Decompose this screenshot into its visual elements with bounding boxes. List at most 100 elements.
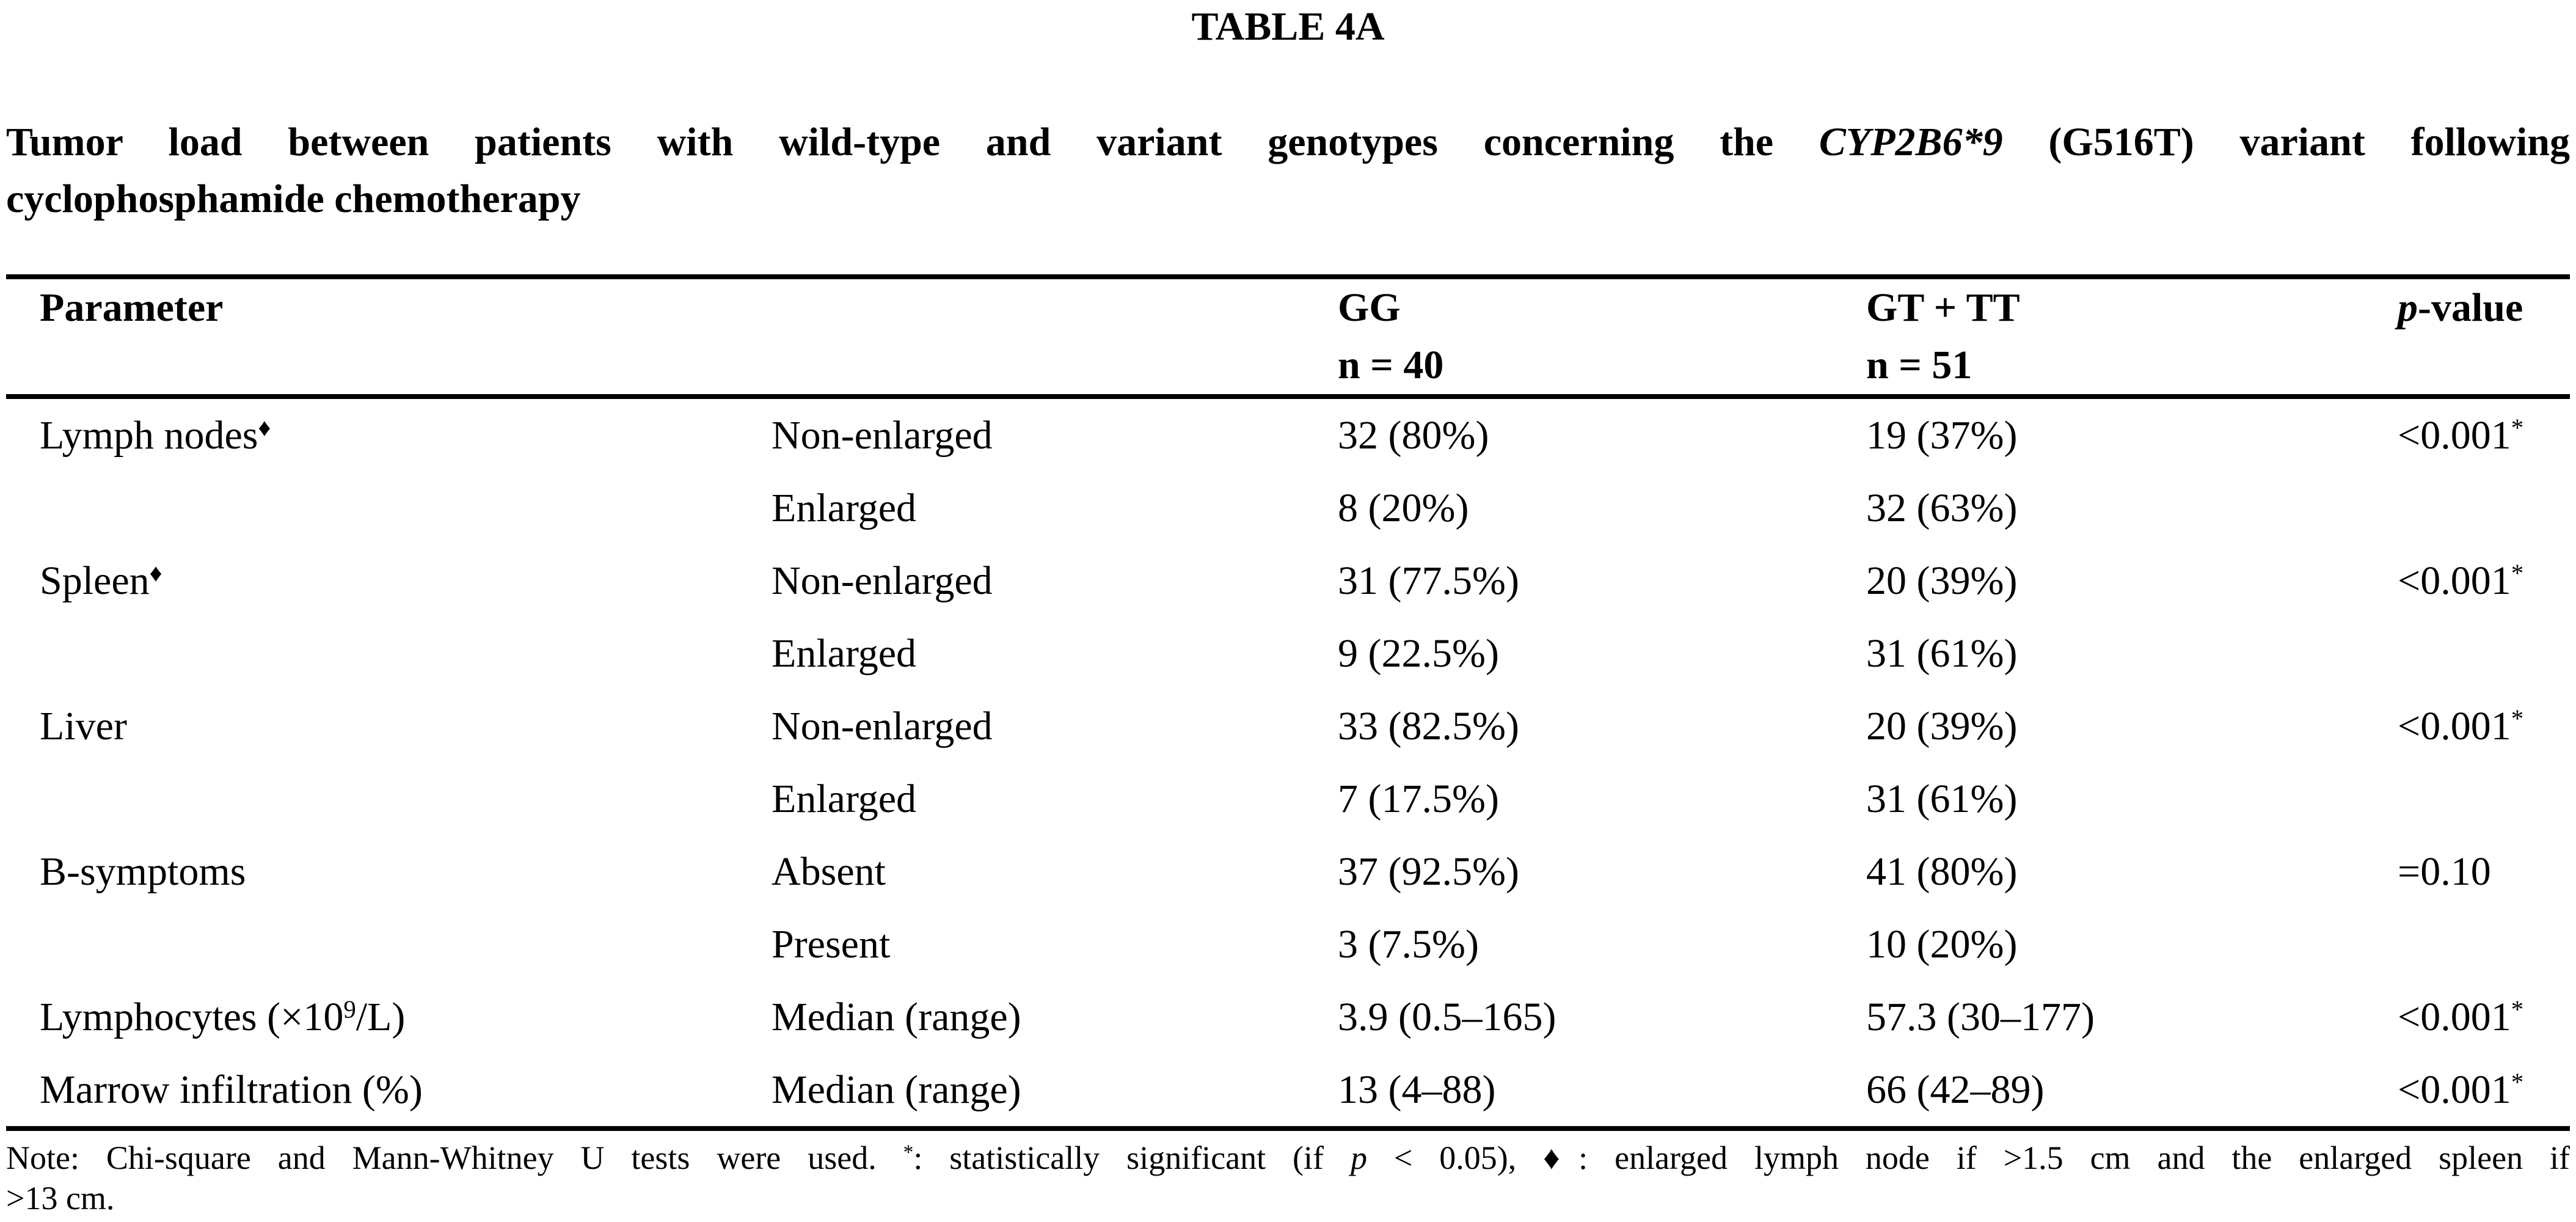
param-cell: Marrow infiltration (%)	[40, 1053, 423, 1126]
header-gt-tt-label: GT + TT	[1866, 285, 2020, 330]
param-superscript: ♦	[149, 559, 162, 587]
subcategory-cell: Enlarged	[772, 631, 917, 676]
table-rule-top	[6, 274, 2570, 279]
significance-star: *	[2511, 704, 2524, 733]
subcategory-cell: Absent	[772, 849, 886, 894]
gt-tt-value-cell: 41 (80%)	[1866, 849, 2018, 894]
table-title-line2: cyclophosphamide chemotherapy	[6, 177, 581, 221]
gt-tt-value-cell: 20 (39%)	[1866, 704, 2018, 748]
footnote-line2: >13 cm.	[6, 1180, 115, 1217]
param-text: Lymph nodes	[40, 413, 258, 458]
table-row-b-symptoms-present: Present 3 (7.5%) 10 (20%)	[6, 908, 2570, 981]
subcategory-cell: Median (range)	[772, 995, 1021, 1039]
subcategory-cell: Non-enlarged	[772, 558, 993, 603]
header-parameter: Parameter	[40, 285, 224, 330]
param-text: B-symptoms	[40, 849, 246, 894]
table-title-line1: Tumor load between patients with wild-ty…	[6, 114, 2570, 170]
p-value-text: <0.001	[2398, 1067, 2511, 1112]
p-value-text: <0.001	[2398, 995, 2511, 1039]
footnote-line1: Note: Chi-square and Mann-Whitney U test…	[6, 1138, 2570, 1178]
significance-star: *	[2511, 995, 2524, 1023]
param-cell: Lymphocytes (×109/L)	[40, 981, 405, 1053]
p-value-text: =0.10	[2398, 849, 2491, 894]
gg-value-cell: 7 (17.5%)	[1338, 777, 1499, 821]
gg-value-cell: 31 (77.5%)	[1338, 558, 1519, 603]
table-rule-header	[6, 394, 2570, 399]
subcategory-cell: Non-enlarged	[772, 413, 993, 458]
table-row-spleen-non-enlarged: Spleen♦ Non-enlarged 31 (77.5%) 20 (39%)…	[6, 544, 2570, 617]
table-title: Tumor load between patients with wild-ty…	[6, 114, 2570, 227]
table-row-spleen-enlarged: Enlarged 9 (22.5%) 31 (61%)	[6, 617, 2570, 690]
table-row-marrow-infiltration: Marrow infiltration (%) Median (range) 1…	[6, 1053, 2570, 1126]
subcategory-cell: Median (range)	[772, 1067, 1021, 1112]
p-value-cell: <0.001*	[2398, 690, 2523, 763]
gg-value-cell: 3 (7.5%)	[1338, 922, 1479, 967]
title-gene-name: CYP2B6*9	[1819, 120, 2003, 164]
p-value-cell: =0.10	[2398, 835, 2491, 908]
table-row-lymph-nodes-non-enlarged: Lymph nodes♦ Non-enlarged 32 (80%) 19 (3…	[6, 399, 2570, 472]
subcategory-cell: Enlarged	[772, 486, 917, 530]
param-text-post: /L)	[356, 995, 406, 1039]
param-text: Lymphocytes (×10	[40, 995, 344, 1039]
footnote-text-pre: Note: Chi-square and Mann-Whitney U test…	[6, 1140, 903, 1176]
table-footnote: Note: Chi-square and Mann-Whitney U test…	[6, 1138, 2570, 1218]
gt-tt-value-cell: 66 (42–89)	[1866, 1067, 2045, 1112]
table-row-lymph-nodes-enlarged: Enlarged 8 (20%) 32 (63%)	[6, 472, 2570, 544]
header-gg-column: GG n = 40	[1338, 279, 1443, 394]
table-header-row: Parameter GG n = 40 GT + TT n = 51 p-value	[6, 279, 2570, 394]
gg-value-cell: 8 (20%)	[1338, 486, 1469, 530]
data-table: Parameter GG n = 40 GT + TT n = 51 p-value…	[6, 274, 2570, 1131]
header-gg-label: GG	[1338, 285, 1401, 330]
param-cell: Spleen♦	[40, 544, 162, 617]
significance-star: *	[2511, 559, 2524, 587]
table-row-b-symptoms-absent: B-symptoms Absent 37 (92.5%) 41 (80%) =0…	[6, 835, 2570, 908]
footnote-text-post: < 0.05), ♦: enlarged lymph node if >1.5 …	[1366, 1140, 2570, 1176]
gt-tt-value-cell: 32 (63%)	[1866, 486, 2018, 530]
footnote-star: *	[903, 1141, 914, 1164]
param-superscript: 9	[343, 995, 356, 1023]
gt-tt-value-cell: 31 (61%)	[1866, 631, 2018, 676]
param-cell: Lymph nodes♦	[40, 399, 271, 472]
param-text: Spleen	[40, 558, 150, 603]
p-value-text: <0.001	[2398, 413, 2511, 458]
header-gg-n: n = 40	[1338, 343, 1444, 387]
footnote-text-mid: : statistically significant (if	[913, 1140, 1351, 1176]
subcategory-cell: Present	[772, 922, 891, 967]
table-body: Lymph nodes♦ Non-enlarged 32 (80%) 19 (3…	[6, 399, 2570, 1126]
subcategory-cell: Non-enlarged	[772, 704, 993, 748]
title-text-pre: Tumor load between patients with wild-ty…	[6, 120, 1819, 164]
significance-star: *	[2511, 1068, 2524, 1096]
p-value-text: <0.001	[2398, 704, 2511, 748]
table-row-liver-non-enlarged: Liver Non-enlarged 33 (82.5%) 20 (39%) <…	[6, 690, 2570, 763]
gt-tt-value-cell: 57.3 (30–177)	[1866, 995, 2095, 1039]
footnote-p-italic: p	[1350, 1140, 1367, 1176]
p-value-cell: <0.001*	[2398, 544, 2523, 617]
p-value-cell: <0.001*	[2398, 399, 2523, 472]
gt-tt-value-cell: 20 (39%)	[1866, 558, 2018, 603]
gg-value-cell: 3.9 (0.5–165)	[1338, 995, 1556, 1039]
header-p-rest: -value	[2418, 285, 2523, 330]
param-cell: B-symptoms	[40, 835, 246, 908]
gg-value-cell: 32 (80%)	[1338, 413, 1489, 458]
table-caption: TABLE 4A	[1191, 4, 1385, 49]
header-gt-tt-column: GT + TT n = 51	[1866, 279, 2020, 394]
title-text-post: (G516T) variant following	[2002, 120, 2570, 164]
gt-tt-value-cell: 19 (37%)	[1866, 413, 2018, 458]
header-p-value: p-value	[2398, 279, 2523, 337]
gg-value-cell: 37 (92.5%)	[1338, 849, 1519, 894]
gg-value-cell: 33 (82.5%)	[1338, 704, 1519, 748]
header-p-italic: p	[2398, 285, 2418, 330]
gg-value-cell: 13 (4–88)	[1338, 1067, 1496, 1112]
table-row-liver-enlarged: Enlarged 7 (17.5%) 31 (61%)	[6, 763, 2570, 835]
gg-value-cell: 9 (22.5%)	[1338, 631, 1499, 676]
param-cell: Liver	[40, 690, 127, 763]
p-value-text: <0.001	[2398, 558, 2511, 603]
significance-star: *	[2511, 414, 2524, 442]
header-gt-tt-n: n = 51	[1866, 343, 1972, 387]
param-text: Marrow infiltration (%)	[40, 1067, 423, 1112]
gt-tt-value-cell: 31 (61%)	[1866, 777, 2018, 821]
param-text: Liver	[40, 704, 127, 748]
param-superscript: ♦	[258, 414, 271, 442]
table-rule-bottom	[6, 1126, 2570, 1131]
